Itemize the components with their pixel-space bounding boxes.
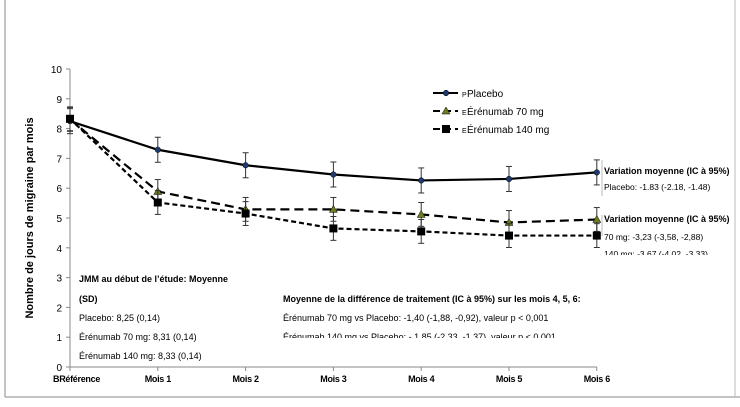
data-point	[417, 227, 426, 236]
y-tick-label: 6	[56, 184, 62, 195]
x-tick-label: Mois 2	[232, 374, 259, 384]
data-point	[242, 162, 249, 169]
y-tick-label: 4	[56, 244, 62, 255]
data-point	[416, 209, 426, 218]
y-tick-label: 2	[56, 303, 62, 314]
baseline-line: Placebo: 8,25 (0,14)	[79, 313, 160, 323]
y-tick-label: 8	[56, 125, 62, 136]
legend-marker	[442, 125, 450, 133]
x-tick-label: BRéférence	[53, 374, 100, 384]
x-tick-label: Mois 6	[584, 374, 611, 384]
data-point	[592, 231, 601, 240]
placebo-change-title: Variation moyenne (IC à 95%)	[604, 166, 730, 176]
data-point	[328, 204, 338, 213]
data-point	[418, 177, 425, 184]
baseline-line: Érénumab 70 mg: 8,31 (0,14)	[79, 332, 197, 342]
y-tick-label: 0	[56, 363, 62, 374]
y-tick-label: 1	[56, 333, 62, 344]
erenumab-140-change: 140 mg: -3,67 (-4,02, -3,33)	[604, 249, 708, 259]
data-point	[593, 169, 600, 176]
legend-label: Placebo	[467, 89, 504, 100]
erenumab-change-title: Variation moyenne (IC à 95%)	[604, 214, 730, 224]
baseline-line: Érénumab 140 mg: 8,33 (0,14)	[79, 351, 202, 361]
legend-label: Érénumab 70 mg	[467, 105, 544, 118]
y-tick-label: 7	[56, 154, 62, 165]
baseline-title: JMM au début de l’étude: Moyenne	[79, 274, 228, 284]
data-point	[505, 231, 513, 240]
legend-prefix: P	[462, 92, 467, 99]
difference-title: Moyenne de la différence de traitement (…	[283, 294, 581, 304]
data-point	[66, 114, 74, 123]
y-tick-label: 9	[56, 95, 62, 106]
y-tick-label: 5	[56, 214, 62, 225]
baseline-subtitle: (SD)	[79, 294, 98, 304]
erenumab-70-change: 70 mg: -3,23 (-3,58, -2,88)	[604, 232, 703, 242]
x-tick-label: Mois 5	[496, 374, 523, 384]
x-tick-label: Mois 3	[320, 374, 347, 384]
x-tick-label: Mois 4	[408, 374, 435, 384]
placebo-change-value: Placebo: -1.83 (-2.18, -1.48)	[604, 182, 710, 192]
difference-140: Érénumab 140 mg vs Placebo: - 1,85 (-2,3…	[283, 332, 556, 342]
legend-label: Érénumab 140 mg	[467, 123, 549, 136]
y-axis-title: Nombre de jours de migraine par mois	[24, 117, 36, 318]
difference-70: Érénumab 70 mg vs Placebo: -1,40 (-1,88,…	[283, 313, 548, 323]
data-point	[329, 224, 338, 233]
legend-prefix: E	[462, 128, 467, 135]
data-point	[505, 175, 513, 183]
y-tick-label: 10	[51, 65, 63, 76]
legend-marker	[442, 89, 450, 97]
data-point	[154, 146, 161, 153]
legend-marker	[441, 106, 451, 115]
data-point	[153, 198, 162, 207]
x-tick-label: Mois 1	[145, 374, 172, 384]
y-tick-label: 3	[56, 274, 62, 285]
data-point	[592, 214, 602, 223]
data-point	[330, 171, 337, 178]
data-point	[241, 209, 250, 218]
legend-prefix: E	[462, 110, 467, 117]
